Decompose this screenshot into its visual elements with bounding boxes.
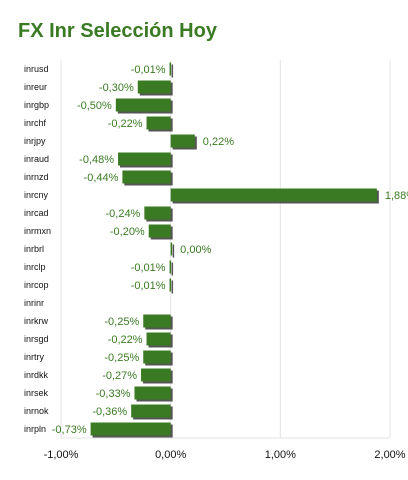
category-label-inrsek: inrsek: [24, 388, 49, 398]
bar-inrbrl: [170, 242, 173, 256]
category-label-inrcad: inrcad: [24, 208, 49, 218]
category-label-inrcop: inrcop: [24, 280, 49, 290]
bar-shadow-inrcop: [171, 280, 174, 294]
value-label-inrcny: 1,88%: [385, 190, 408, 202]
bar-inrtry: [143, 350, 171, 364]
category-label-inrclp: inrclp: [24, 262, 46, 272]
value-label-inrcop: -0,01%: [131, 280, 166, 292]
bar-inrchf: [146, 116, 171, 130]
value-label-inrjpy: 0,22%: [203, 136, 234, 148]
category-label-inrchf: inrchf: [24, 118, 47, 128]
category-label-inrpln: inrpln: [24, 424, 46, 434]
bar-inrcop: [169, 278, 172, 292]
bar-inrpln: [90, 422, 171, 436]
value-label-inrchf: -0,22%: [108, 118, 143, 130]
category-label-inrkrw: inrkrw: [24, 316, 48, 326]
chart-title: FX Inr Selección Hoy: [18, 20, 217, 42]
category-label-inrcny: inrcny: [24, 190, 49, 200]
x-tick-label-1: 0,00%: [155, 449, 186, 461]
bar-inrclp: [169, 260, 172, 274]
bar-inraud: [118, 152, 171, 166]
value-label-inraud: -0,48%: [79, 154, 114, 166]
bar-shadow-inrclp: [171, 262, 174, 276]
value-label-inrcad: -0,24%: [105, 208, 140, 220]
bar-inrgbp: [115, 98, 171, 112]
category-label-inreur: inreur: [24, 82, 47, 92]
category-label-inrjpy: inrjpy: [24, 136, 46, 146]
bar-inrkrw: [143, 314, 171, 328]
bar-inrusd: [169, 62, 172, 76]
category-label-inrdkk: inrdkk: [24, 370, 49, 380]
value-label-inrnok: -0,36%: [92, 406, 127, 418]
bar-inrsgd: [146, 332, 171, 346]
x-tick-label-3: 2,00%: [374, 449, 405, 461]
category-label-inrusd: inrusd: [24, 64, 49, 74]
bar-inrnok: [131, 404, 171, 418]
value-label-inrbrl: 0,00%: [180, 244, 211, 256]
bar-inrsek: [134, 386, 171, 400]
category-label-inrnzd: inrnzd: [24, 172, 49, 182]
bar-inreur: [137, 80, 171, 94]
category-label-inrinr: inrinr: [24, 298, 44, 308]
category-label-inrmxn: inrmxn: [24, 226, 51, 236]
category-label-inrtry: inrtry: [24, 352, 44, 362]
category-label-inrsgd: inrsgd: [24, 334, 49, 344]
bar-shadow-inrbrl: [172, 244, 175, 258]
value-label-inrmxn: -0,20%: [110, 226, 145, 238]
x-tick-label-2: 1,00%: [265, 449, 296, 461]
category-label-inrgbp: inrgbp: [24, 100, 49, 110]
value-label-inrsek: -0,33%: [96, 388, 131, 400]
value-label-inrpln: -0,73%: [52, 424, 87, 436]
value-label-inrnzd: -0,44%: [84, 172, 119, 184]
bar-inrjpy: [170, 134, 195, 148]
bar-inrdkk: [141, 368, 171, 382]
value-label-inreur: -0,30%: [99, 82, 134, 94]
value-label-inrkrw: -0,25%: [104, 316, 139, 328]
bar-inrcad: [144, 206, 171, 220]
value-label-inrclp: -0,01%: [131, 262, 166, 274]
bar-inrmxn: [148, 224, 171, 238]
value-label-inrtry: -0,25%: [104, 352, 139, 364]
bar-inrcny: [170, 188, 377, 202]
category-label-inrnok: inrnok: [24, 406, 49, 416]
value-label-inrdkk: -0,27%: [102, 370, 137, 382]
bar-inrnzd: [122, 170, 171, 184]
category-label-inrbrl: inrbrl: [24, 244, 44, 254]
bar-shadow-inrusd: [171, 64, 174, 78]
value-label-inrsgd: -0,22%: [108, 334, 143, 346]
x-tick-label-0: -1,00%: [44, 449, 79, 461]
value-label-inrusd: -0,01%: [131, 64, 166, 76]
value-label-inrgbp: -0,50%: [77, 100, 112, 112]
category-label-inraud: inraud: [24, 154, 49, 164]
